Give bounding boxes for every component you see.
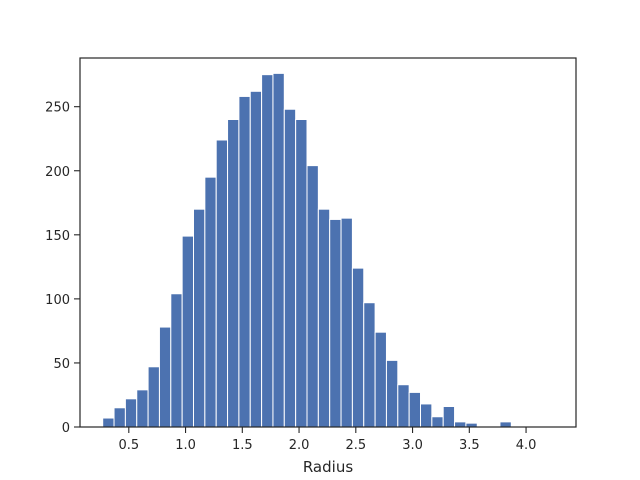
x-tick-label: 3.5 bbox=[459, 438, 480, 453]
x-tick-label: 1.0 bbox=[175, 438, 196, 453]
histogram-bar bbox=[329, 218, 342, 428]
histogram-bar bbox=[193, 208, 206, 428]
x-tick-label: 2.5 bbox=[345, 438, 366, 453]
histogram-bar bbox=[499, 421, 512, 428]
histogram-bar bbox=[317, 208, 331, 428]
y-tick-label: 200 bbox=[45, 165, 70, 180]
histogram-bar bbox=[215, 139, 229, 428]
histogram-bar bbox=[136, 389, 149, 428]
x-tick-label: 4.0 bbox=[516, 438, 537, 453]
histogram-bar bbox=[158, 326, 172, 428]
histogram-bar bbox=[306, 165, 319, 428]
histogram-bar bbox=[295, 119, 308, 428]
plot-frame bbox=[79, 57, 577, 428]
histogram-bar bbox=[442, 406, 456, 428]
histogram-bar bbox=[113, 407, 126, 428]
histogram-bar bbox=[102, 417, 115, 428]
x-axis: 0.5 1.0 1.5 2.0 2.5 3.0 3.5 4.0 bbox=[118, 427, 536, 453]
y-tick-label: 100 bbox=[45, 293, 70, 308]
histogram-bar bbox=[147, 366, 160, 428]
y-axis: 0 50 100 150 200 250 bbox=[45, 101, 80, 436]
histogram-bar bbox=[124, 398, 138, 428]
histogram-bar bbox=[238, 95, 251, 428]
histogram-bar bbox=[374, 331, 387, 428]
histogram-bar bbox=[272, 72, 285, 428]
histogram-bar bbox=[170, 293, 183, 428]
histogram-bar bbox=[363, 302, 376, 428]
y-tick-label: 150 bbox=[45, 229, 70, 244]
histogram-bar bbox=[397, 384, 410, 428]
x-tick-label: 2.0 bbox=[289, 438, 310, 453]
y-tick-label: 250 bbox=[45, 101, 70, 116]
histogram-bar bbox=[181, 235, 195, 428]
y-tick-label: 50 bbox=[53, 357, 70, 372]
histogram-bar bbox=[431, 416, 444, 428]
histogram-bar bbox=[283, 108, 297, 428]
x-tick-label: 3.0 bbox=[402, 438, 423, 453]
histogram-bar bbox=[420, 403, 433, 428]
x-tick-label: 1.5 bbox=[232, 438, 253, 453]
histogram-bar bbox=[408, 391, 422, 428]
histogram-bar bbox=[454, 421, 467, 428]
histogram-bar bbox=[249, 90, 263, 428]
histogram-bar bbox=[351, 267, 365, 428]
histogram-bar bbox=[385, 359, 399, 428]
histogram-bar bbox=[204, 176, 217, 428]
histogram-bar bbox=[227, 119, 240, 428]
histogram-bar bbox=[340, 217, 353, 428]
x-tick-label: 0.5 bbox=[118, 438, 139, 453]
histogram-bar bbox=[261, 74, 274, 428]
y-tick-label: 0 bbox=[62, 421, 70, 436]
x-axis-label: Radius bbox=[303, 458, 353, 476]
